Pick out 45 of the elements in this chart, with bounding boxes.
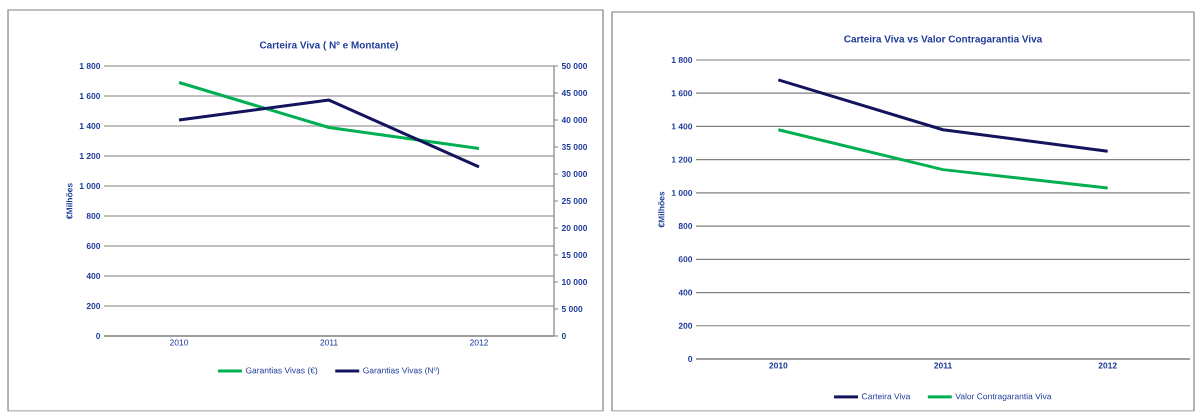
y2-tick-label: 10 000 — [562, 279, 588, 286]
chart-title: Carteira Viva vs Valor Contragarantia Viva — [844, 35, 1043, 45]
y-tick-label: 1 800 — [79, 63, 101, 70]
y-tick-label: 1 000 — [79, 183, 101, 190]
y-tick-label: 200 — [86, 303, 101, 310]
x-tick-label: 2012 — [1098, 362, 1117, 369]
y-tick-label: 600 — [86, 243, 101, 250]
y-axis-title: €Milhões — [66, 183, 73, 220]
y2-tick-label: 35 000 — [561, 144, 588, 151]
legend-label: Valor Contragarantia Viva — [955, 393, 1052, 402]
y2-tick-label: 30 000 — [561, 171, 588, 178]
x-tick-label: 2011 — [320, 339, 338, 346]
y-tick-label: 800 — [86, 213, 101, 220]
y-tick-label: 1 400 — [671, 123, 693, 130]
chart-title: Carteira Viva ( Nº e Montante) — [259, 41, 399, 51]
y2-tick-label: 0 — [561, 333, 566, 340]
y-tick-label: 800 — [678, 223, 693, 230]
y-tick-label: 1 600 — [671, 90, 693, 97]
legend-label: Garantias Vivas (Nº) — [363, 367, 440, 376]
y-tick-label: 400 — [86, 273, 101, 280]
y-tick-label: 200 — [678, 322, 693, 329]
y-tick-label: 400 — [678, 289, 693, 296]
y-tick-label: 1 200 — [671, 156, 693, 163]
y2-tick-label: 5 000 — [561, 306, 583, 313]
y2-tick-label: 50 000 — [561, 63, 588, 70]
y2-tick-label: 20 000 — [561, 225, 588, 232]
y-tick-label: 1 800 — [671, 57, 693, 64]
x-tick-label: 2011 — [934, 362, 952, 369]
y-tick-label: 1 400 — [79, 123, 101, 130]
y2-tick-label: 15 000 — [562, 252, 588, 259]
y-tick-label: 0 — [688, 356, 693, 363]
y2-tick-label: 40 000 — [561, 117, 588, 124]
y-tick-label: 1 600 — [79, 93, 101, 100]
x-tick-label: 2010 — [769, 362, 788, 369]
legend-label: Garantias Vivas (€) — [245, 367, 318, 376]
x-tick-label: 2010 — [170, 339, 189, 346]
y2-tick-label: 45 000 — [561, 90, 588, 97]
y-tick-label: 1 000 — [671, 190, 693, 197]
y-tick-label: 1 200 — [79, 153, 101, 160]
y-tick-label: 0 — [96, 333, 101, 340]
y2-tick-label: 25 000 — [561, 198, 588, 205]
x-tick-label: 2012 — [470, 339, 488, 346]
y-axis-title: €Milhões — [658, 191, 665, 228]
legend-label: Carteira Viva — [861, 393, 911, 400]
y-tick-label: 600 — [678, 256, 693, 263]
